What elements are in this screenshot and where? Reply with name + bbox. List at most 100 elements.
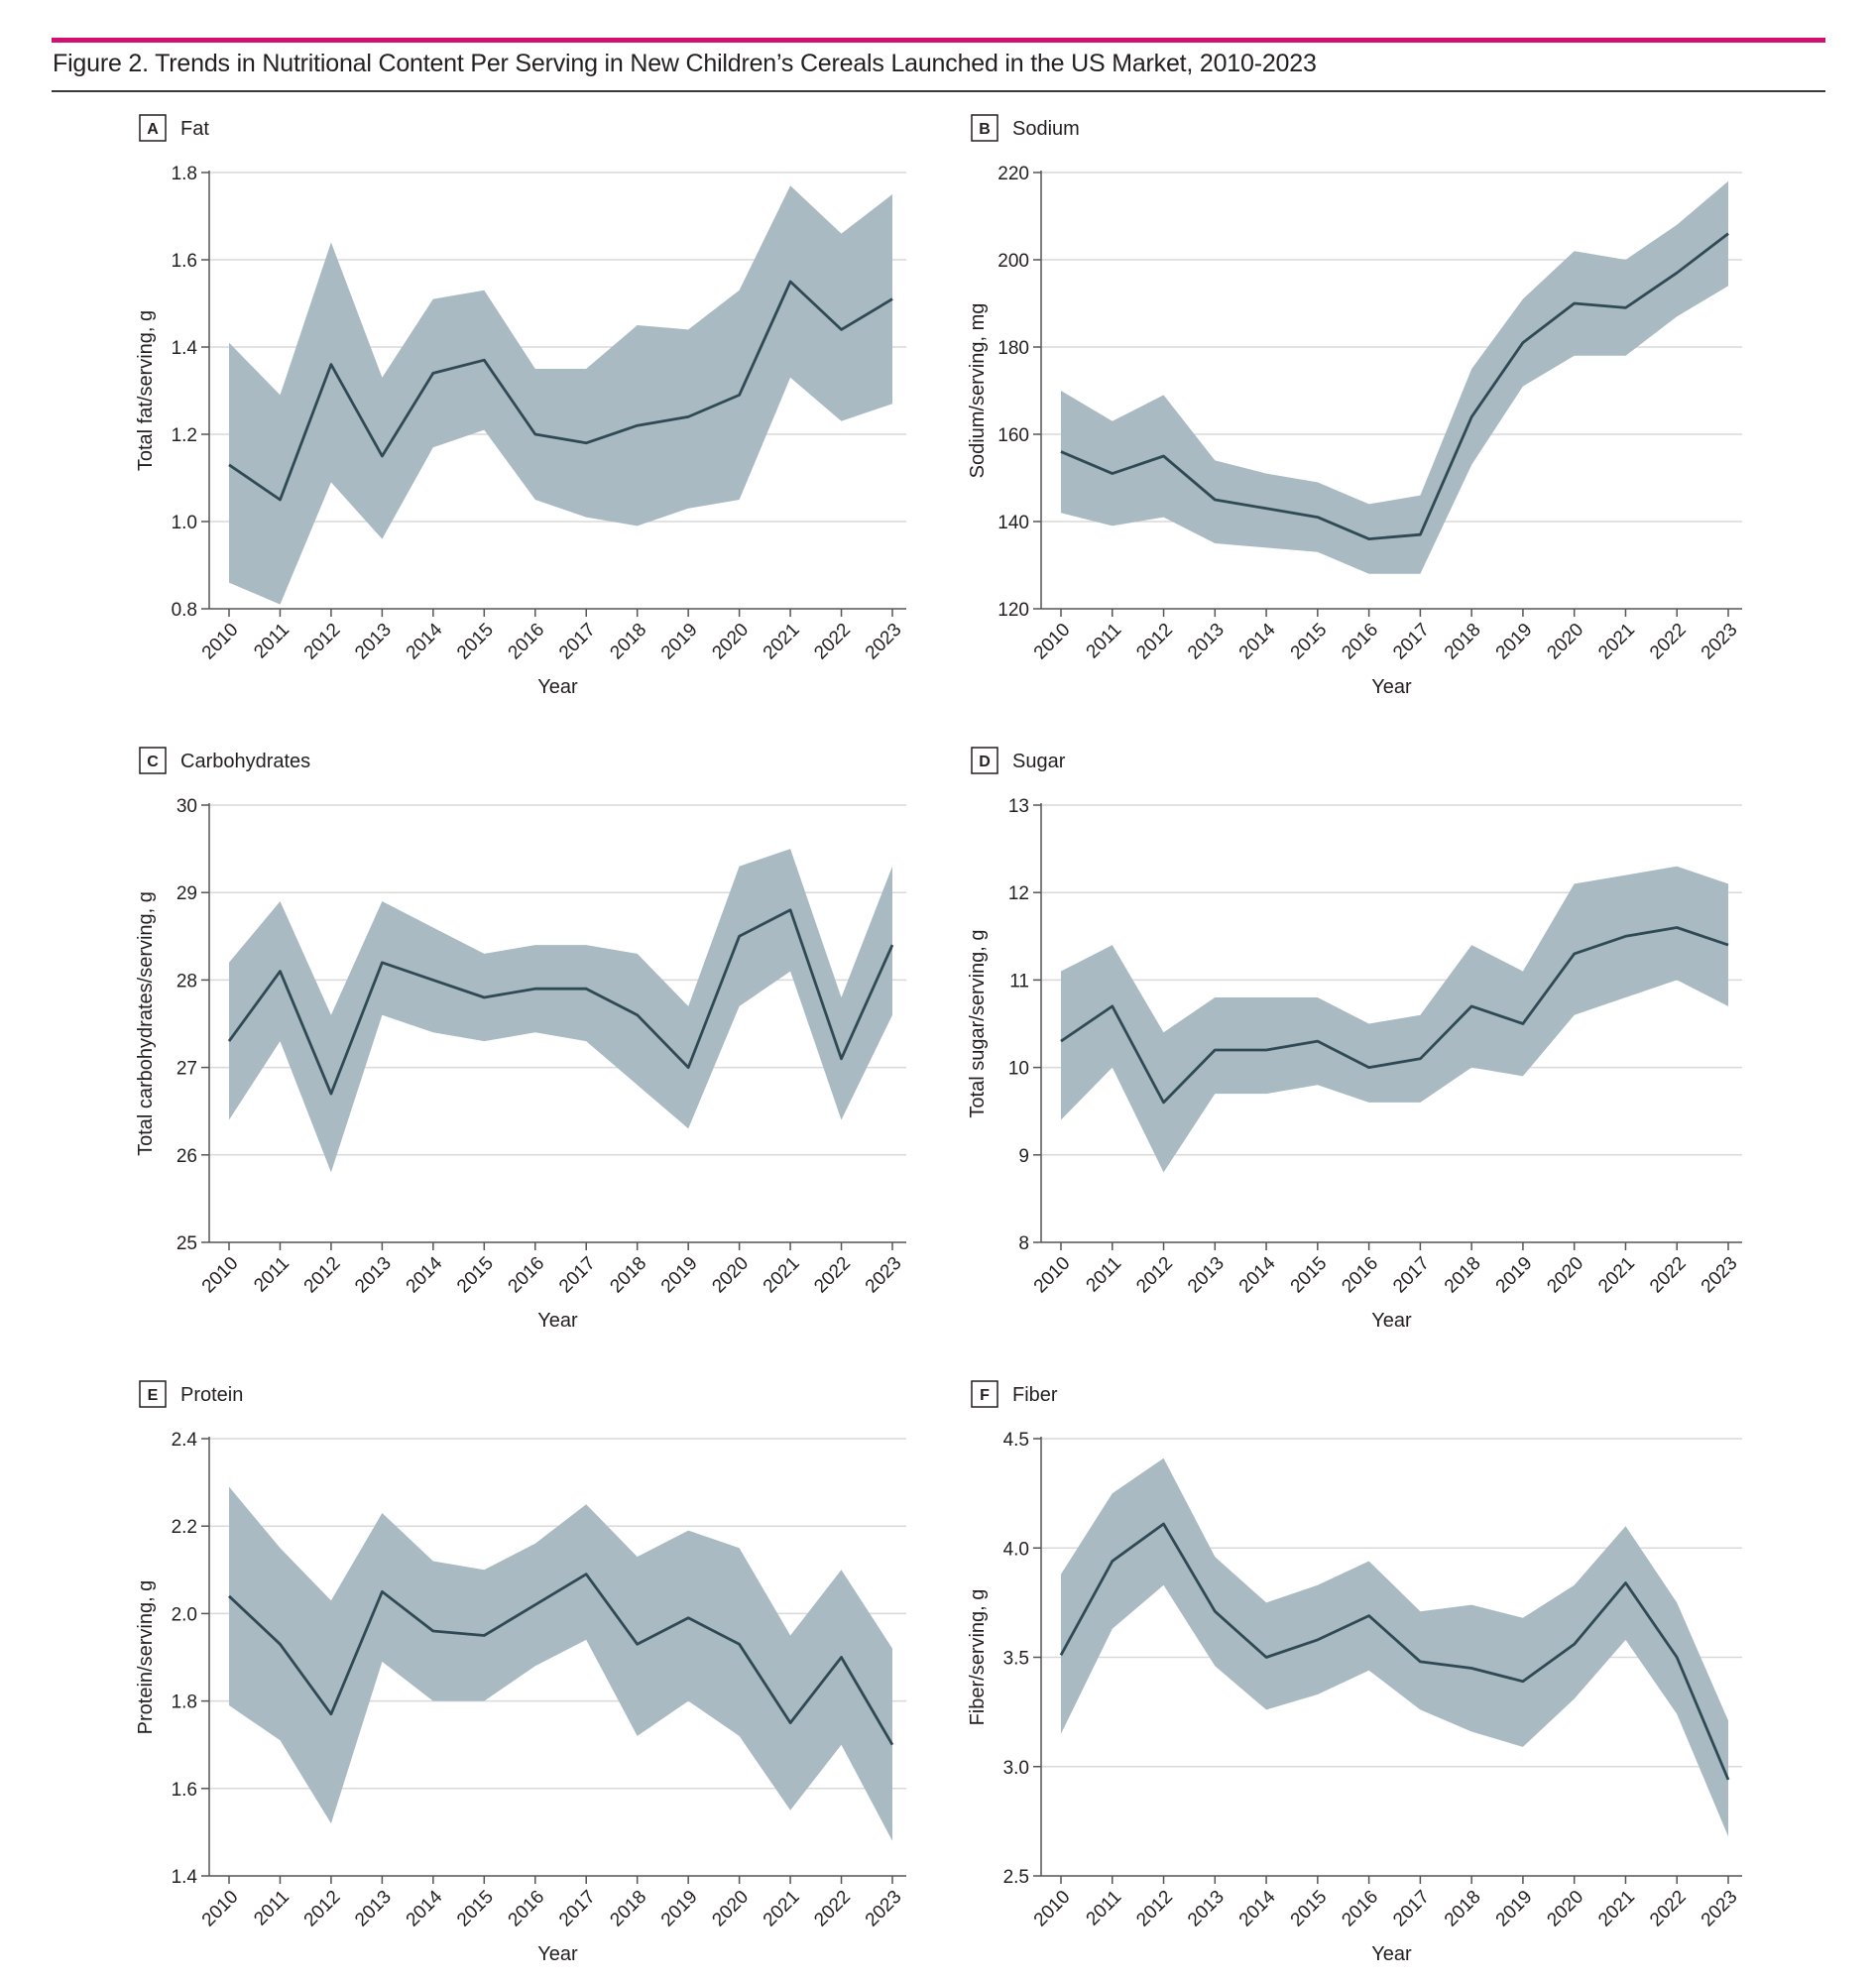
x-tick-label: 2019 bbox=[1492, 1887, 1537, 1931]
y-tick-label: 2.4 bbox=[172, 1430, 198, 1451]
panel-letter-box bbox=[139, 1380, 167, 1408]
x-tick-label: 2012 bbox=[1132, 1253, 1177, 1298]
x-tick-label: 2019 bbox=[1492, 1253, 1537, 1298]
x-tick-label: 2010 bbox=[198, 1253, 243, 1298]
panel-title: Sugar bbox=[1012, 751, 1066, 772]
x-tick-label: 2012 bbox=[300, 1253, 345, 1298]
series-line bbox=[1060, 232, 1729, 540]
y-tick-label: 1.8 bbox=[172, 1692, 197, 1713]
x-tick-label: 2023 bbox=[862, 1253, 906, 1298]
x-tick-label: 2017 bbox=[1389, 1253, 1434, 1298]
x-tick-label: 2014 bbox=[1235, 1886, 1280, 1930]
y-tick-label: 2.2 bbox=[172, 1517, 197, 1538]
x-tick-label: 2018 bbox=[1441, 1887, 1485, 1931]
y-axis-title: Total fat/serving, g bbox=[135, 310, 157, 471]
x-tick-label: 2019 bbox=[1492, 620, 1537, 664]
x-axis-title: Year bbox=[537, 1943, 578, 1965]
panel-letter-box bbox=[971, 1380, 998, 1408]
x-tick-label: 2017 bbox=[555, 620, 600, 664]
x-tick-label: 2021 bbox=[1594, 620, 1639, 664]
x-tick-label: 2023 bbox=[1698, 1253, 1742, 1298]
x-tick-label: 2013 bbox=[1184, 1887, 1229, 1931]
x-tick-label: 2011 bbox=[250, 1887, 293, 1930]
panel-letter: C bbox=[147, 754, 159, 770]
y-tick-label: 1.4 bbox=[172, 338, 198, 359]
x-tick-label: 2020 bbox=[1543, 1253, 1587, 1298]
x-tick-label: 2017 bbox=[555, 1253, 600, 1298]
x-tick-label: 2022 bbox=[1646, 1887, 1691, 1931]
y-tick-label: 1.6 bbox=[172, 1780, 197, 1801]
y-tick-label: 25 bbox=[176, 1233, 197, 1254]
y-tick-label: 140 bbox=[997, 513, 1029, 533]
x-tick-label: 2013 bbox=[351, 620, 396, 664]
x-tick-label: 2014 bbox=[403, 619, 447, 663]
x-tick-label: 2018 bbox=[606, 620, 650, 664]
x-tick-label: 2023 bbox=[862, 1887, 906, 1931]
x-tick-label: 2012 bbox=[300, 1887, 345, 1931]
y-tick-label: 3.0 bbox=[1003, 1758, 1029, 1779]
panel-letter-box bbox=[971, 114, 998, 142]
x-tick-label: 2019 bbox=[657, 1253, 702, 1298]
x-tick-label: 2015 bbox=[1287, 620, 1332, 664]
x-tick-label: 2012 bbox=[1132, 620, 1177, 664]
panel-title: Fat bbox=[180, 118, 209, 140]
x-tick-label: 2021 bbox=[760, 620, 804, 664]
x-tick-label: 2023 bbox=[862, 620, 906, 664]
panel-title: Protein bbox=[180, 1384, 243, 1406]
y-tick-label: 4.0 bbox=[1003, 1539, 1029, 1560]
y-tick-label: 2.5 bbox=[1003, 1867, 1029, 1888]
x-tick-label: 2022 bbox=[1646, 620, 1691, 664]
x-tick-label: 2015 bbox=[1287, 1253, 1332, 1298]
x-tick-label: 2018 bbox=[1441, 620, 1485, 664]
panel-letter: B bbox=[979, 121, 991, 138]
x-axis-title: Year bbox=[537, 1310, 578, 1332]
panel-letter-box bbox=[139, 747, 167, 774]
series-line bbox=[1060, 926, 1729, 1105]
panel-c: 25 26 27 28 29 30 2010 2011 2012 2013 2014 2015 2016… bbox=[135, 747, 906, 1332]
panel-letter-box bbox=[971, 747, 998, 774]
y-tick-label: 1.8 bbox=[172, 164, 197, 184]
y-tick-label: 180 bbox=[997, 338, 1029, 359]
x-tick-label: 2014 bbox=[403, 1886, 447, 1930]
x-tick-label: 2013 bbox=[1184, 620, 1229, 664]
x-tick-label: 2022 bbox=[810, 1253, 855, 1298]
y-tick-label: 8 bbox=[1018, 1233, 1029, 1254]
x-tick-label: 2020 bbox=[1543, 620, 1587, 664]
confidence-band bbox=[229, 185, 892, 605]
panel-title: Sodium bbox=[1012, 118, 1080, 140]
x-tick-label: 2016 bbox=[505, 620, 549, 664]
x-tick-label: 2010 bbox=[1030, 1253, 1075, 1298]
y-tick-label: 160 bbox=[997, 425, 1029, 446]
x-tick-label: 2017 bbox=[1389, 620, 1434, 664]
title-divider bbox=[52, 90, 1825, 92]
panel-letter: E bbox=[148, 1387, 159, 1404]
y-tick-label: 4.5 bbox=[1003, 1430, 1029, 1451]
x-tick-label: 2021 bbox=[760, 1253, 804, 1298]
x-tick-label: 2018 bbox=[606, 1887, 650, 1931]
confidence-band bbox=[1061, 1458, 1728, 1837]
panel-title: Carbohydrates bbox=[180, 751, 310, 772]
y-axis-title: Protein/serving, g bbox=[135, 1580, 157, 1735]
panel-letter: A bbox=[147, 121, 159, 138]
x-tick-label: 2017 bbox=[555, 1887, 600, 1931]
title-accent-rule bbox=[52, 38, 1825, 43]
x-tick-label: 2022 bbox=[810, 620, 855, 664]
y-tick-label: 11 bbox=[1009, 971, 1029, 992]
x-tick-label: 2014 bbox=[1235, 1252, 1280, 1297]
x-tick-label: 2018 bbox=[1441, 1253, 1485, 1298]
x-tick-label: 2021 bbox=[1594, 1253, 1639, 1298]
x-tick-label: 2017 bbox=[1389, 1887, 1434, 1931]
y-tick-label: 3.5 bbox=[1003, 1649, 1029, 1670]
x-tick-label: 2021 bbox=[760, 1887, 804, 1931]
x-tick-label: 2018 bbox=[606, 1253, 650, 1298]
x-tick-label: 2010 bbox=[198, 1887, 243, 1931]
x-tick-label: 2016 bbox=[1338, 1253, 1382, 1298]
x-tick-label: 2016 bbox=[505, 1253, 549, 1298]
y-axis-title: Sodium/serving, mg bbox=[967, 303, 989, 479]
confidence-band bbox=[1061, 866, 1728, 1173]
x-tick-label: 2010 bbox=[1030, 1887, 1075, 1931]
x-tick-label: 2011 bbox=[250, 620, 293, 663]
